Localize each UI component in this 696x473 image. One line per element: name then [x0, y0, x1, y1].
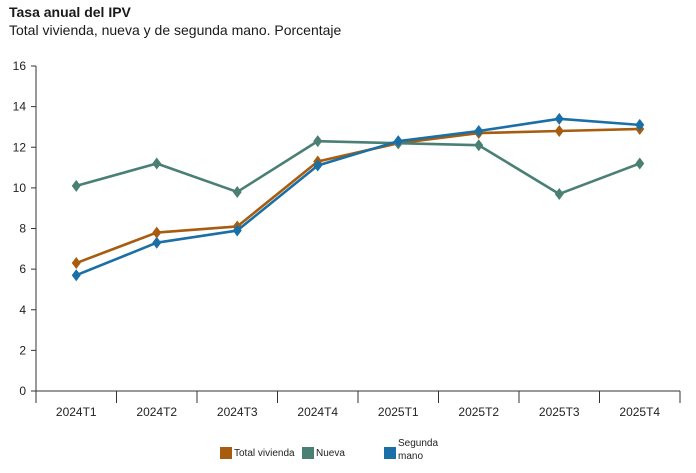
chart-title: Tasa anual del IPV: [9, 4, 131, 20]
legend-label-segunda-mano-line2: mano: [398, 451, 424, 462]
legend-swatch-nueva: [302, 447, 314, 459]
y-tick-label-8: 8: [19, 222, 26, 236]
data-point-segunda-mano-2024T4: [313, 159, 323, 172]
data-point-nueva-2025T3: [554, 187, 564, 200]
data-point-total-vivienda-2024T2: [152, 226, 162, 239]
y-tick-label-2: 2: [19, 343, 26, 357]
data-point-segunda-mano-2025T4: [635, 118, 645, 131]
data-point-segunda-mano-2024T2: [152, 236, 162, 249]
series-layer: [71, 112, 645, 282]
y-tick-label-0: 0: [19, 384, 26, 398]
y-tick-label-16: 16: [13, 59, 27, 73]
x-tick-label-2025T4: 2025T4: [619, 405, 660, 419]
chart-axes: 0 2 4 6 8 10 12 14 16 2024T1 2024T2 2024T3 2024T4 202…: [13, 59, 681, 419]
data-point-nueva-2024T3: [232, 185, 242, 198]
series-line-segunda-mano: [75, 117, 640, 277]
legend-swatch-total-vivienda: [220, 447, 232, 459]
data-point-total-vivienda-2024T1: [71, 257, 81, 270]
x-tick-label-2024T2: 2024T2: [136, 405, 177, 419]
x-tick-label-2024T4: 2024T4: [297, 405, 338, 419]
legend-label-nueva: Nueva: [316, 448, 345, 459]
y-tick-label-12: 12: [13, 140, 27, 154]
data-point-nueva-2025T2: [474, 139, 484, 152]
x-tick-label-2025T3: 2025T3: [539, 405, 580, 419]
legend-label-segunda-mano-line1: Segunda: [398, 438, 439, 449]
legend-swatch-segunda-mano: [384, 447, 396, 459]
x-tick-label-2024T3: 2024T3: [217, 405, 258, 419]
series-nueva: [71, 135, 645, 200]
chart-subtitle: Total vivienda, nueva y de segunda mano.…: [9, 22, 342, 38]
data-point-nueva-2024T4: [313, 135, 323, 148]
legend-label-total-vivienda: Total vivienda: [234, 448, 295, 459]
y-tick-label-14: 14: [13, 100, 27, 114]
legend-label-segunda-mano: Segunda mano: [398, 437, 438, 463]
data-point-nueva-2024T2: [152, 157, 162, 170]
y-tick-label-10: 10: [13, 181, 27, 195]
x-tick-label-2025T2: 2025T2: [458, 405, 499, 419]
data-point-segunda-mano-2025T1: [393, 135, 403, 148]
x-tick-label-2024T1: 2024T1: [56, 405, 97, 419]
y-tick-label-4: 4: [19, 303, 26, 317]
data-point-nueva-2024T1: [71, 179, 81, 192]
data-point-total-vivienda-2025T3: [554, 125, 564, 137]
y-tick-label-6: 6: [19, 262, 26, 276]
data-point-segunda-mano-2024T3: [232, 224, 242, 237]
data-point-segunda-mano-2024T1: [71, 269, 81, 282]
data-point-segunda-mano-2025T2: [474, 125, 484, 137]
series-line-nueva: [75, 139, 641, 196]
x-tick-label-2025T1: 2025T1: [378, 405, 419, 419]
data-point-nueva-2025T4: [635, 157, 645, 170]
data-point-segunda-mano-2025T3: [554, 112, 564, 125]
series-segunda-mano: [71, 112, 645, 282]
